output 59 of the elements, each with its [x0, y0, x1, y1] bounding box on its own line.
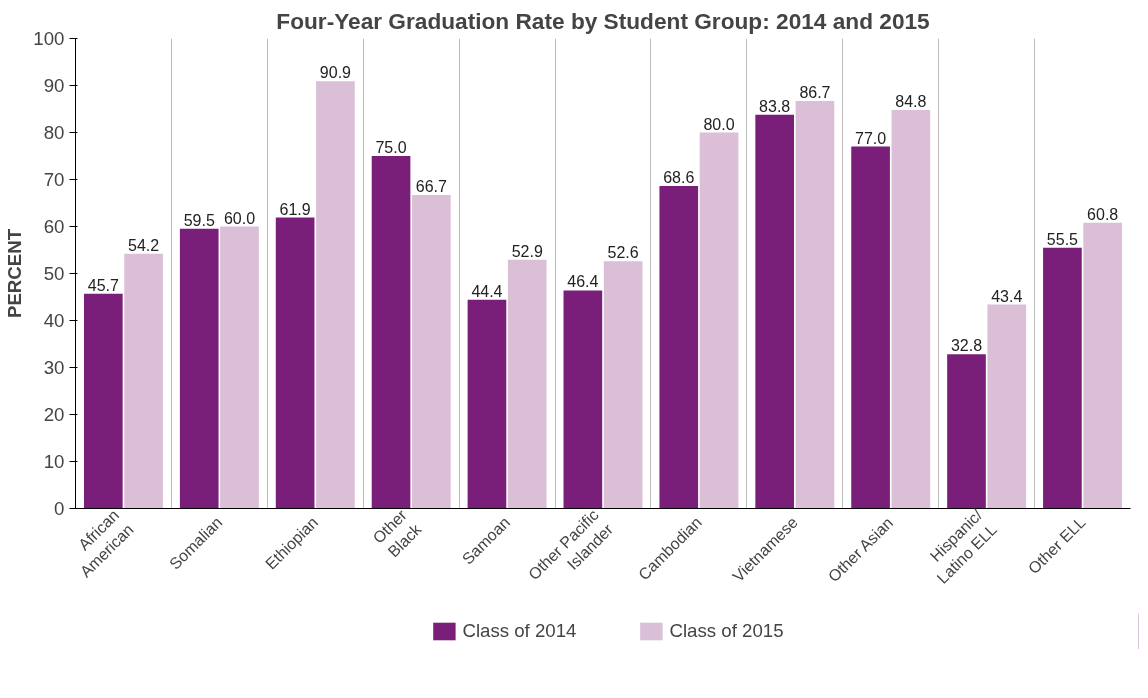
data-label: 75.0 — [375, 139, 407, 156]
data-label: 52.9 — [511, 242, 543, 260]
y-tick-label: 70 — [43, 169, 65, 190]
bar — [467, 299, 507, 509]
data-label: 54.2 — [128, 236, 160, 254]
data-label: 55.5 — [1046, 230, 1079, 248]
y-tick-label: 100 — [33, 28, 65, 49]
data-label: 59.5 — [183, 211, 215, 229]
y-tick-label: 40 — [43, 310, 65, 331]
bar — [795, 101, 835, 509]
chart-title: Four-Year Graduation Rate by Student Group: 2014 and 2015 — [276, 7, 930, 34]
y-axis-title: PERCENT — [4, 228, 26, 319]
data-label: 32.8 — [950, 337, 983, 355]
bar — [83, 293, 123, 509]
y-tick-label: 80 — [43, 122, 65, 143]
y-tick-label: 90 — [43, 75, 65, 96]
bar — [987, 304, 1027, 509]
data-label: 66.7 — [415, 178, 447, 196]
bar — [124, 253, 163, 509]
legend-label: Class of 2014 — [462, 620, 577, 642]
bar — [1043, 247, 1082, 509]
data-label: 44.4 — [471, 282, 503, 300]
bar — [699, 132, 739, 509]
y-tick-label: 50 — [43, 263, 65, 284]
bar — [411, 195, 451, 509]
bar — [371, 156, 411, 509]
y-tick-label: 20 — [43, 404, 65, 425]
bar — [563, 290, 603, 509]
data-label: 86.7 — [799, 84, 831, 102]
bar — [220, 226, 259, 509]
bar — [851, 146, 890, 509]
data-label: 90.9 — [319, 64, 352, 82]
bar — [507, 259, 547, 509]
bar — [275, 217, 315, 509]
data-label: 60.0 — [223, 209, 256, 227]
bar — [603, 261, 643, 509]
bar — [659, 186, 699, 509]
data-label: 83.8 — [759, 97, 791, 115]
data-label: 84.8 — [895, 92, 927, 110]
data-label: 61.9 — [279, 200, 311, 218]
bar — [947, 354, 986, 509]
bar — [755, 114, 795, 509]
y-tick-label: 60 — [43, 216, 65, 237]
y-tick-label: 30 — [43, 357, 65, 378]
data-label: 68.6 — [663, 169, 695, 187]
y-tick-label: 10 — [43, 451, 65, 472]
bar — [316, 81, 355, 509]
data-label: 77.0 — [855, 129, 887, 147]
data-label: 60.8 — [1087, 205, 1119, 223]
bar — [1083, 222, 1123, 509]
legend-label: Class of 2015 — [669, 620, 784, 642]
y-tick-label: 0 — [54, 498, 65, 519]
data-label: 45.7 — [87, 276, 119, 294]
data-label: 80.0 — [703, 115, 735, 133]
bar — [179, 228, 219, 509]
data-label: 43.4 — [991, 287, 1023, 305]
bar — [891, 109, 931, 509]
data-label: 46.4 — [567, 273, 599, 291]
data-label: 52.6 — [607, 244, 639, 262]
